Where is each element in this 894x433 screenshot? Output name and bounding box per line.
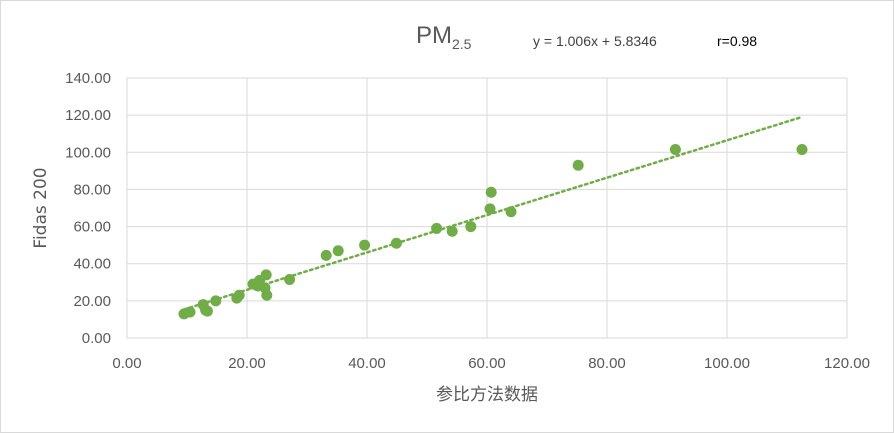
data-point <box>359 239 371 251</box>
chart-title: PM2.5 <box>416 22 471 52</box>
x-tick-label: 40.00 <box>348 355 386 372</box>
chart-title-subscript: 2.5 <box>452 36 472 52</box>
data-point <box>796 144 808 155</box>
data-point <box>669 144 681 155</box>
data-point <box>431 222 443 234</box>
x-tick-label: 100.00 <box>704 355 750 372</box>
chart-title-main: PM <box>416 22 452 49</box>
data-point <box>260 269 272 281</box>
x-tick-label: 20.00 <box>228 355 266 372</box>
data-point <box>465 221 477 233</box>
x-tick-label: 0.00 <box>112 355 141 372</box>
data-point <box>210 295 222 307</box>
y-tick-label: 40.00 <box>73 256 111 273</box>
data-point <box>184 306 196 318</box>
data-point <box>201 305 213 317</box>
y-tick-label: 60.00 <box>73 219 111 236</box>
y-axis-ticks: 0.00 20.00 40.00 60.00 80.00 100.00 120.00 140.… <box>65 70 111 347</box>
data-point <box>261 289 273 301</box>
gridlines <box>126 77 848 339</box>
data-point <box>572 159 584 171</box>
x-tick-label: 60.00 <box>468 355 506 372</box>
x-tick-label: 80.00 <box>588 355 626 372</box>
y-tick-label: 100.00 <box>65 144 111 161</box>
y-tick-label: 20.00 <box>73 293 111 310</box>
data-point <box>390 237 402 249</box>
data-point <box>284 274 296 285</box>
y-tick-label: 80.00 <box>73 181 111 198</box>
y-axis-label: Fidas 200 <box>31 167 51 248</box>
data-point <box>446 225 458 237</box>
x-axis-label: 参比方法数据 <box>436 385 538 405</box>
x-axis-ticks: 0.00 20.00 40.00 60.00 80.00 100.00 120.00 <box>112 355 870 372</box>
trendline-equation: y = 1.006x + 5.8346 <box>533 33 657 49</box>
data-points <box>178 144 808 320</box>
data-point <box>505 206 517 218</box>
data-point <box>332 245 344 257</box>
data-point <box>485 186 497 198</box>
x-tick-label: 120.00 <box>824 355 870 372</box>
correlation-label: r=0.98 <box>717 33 758 49</box>
data-point <box>484 203 496 215</box>
data-point <box>233 289 245 301</box>
y-tick-label: 140.00 <box>65 70 111 87</box>
y-tick-label: 0.00 <box>82 330 111 347</box>
y-tick-label: 120.00 <box>65 107 111 124</box>
data-point <box>320 249 332 261</box>
